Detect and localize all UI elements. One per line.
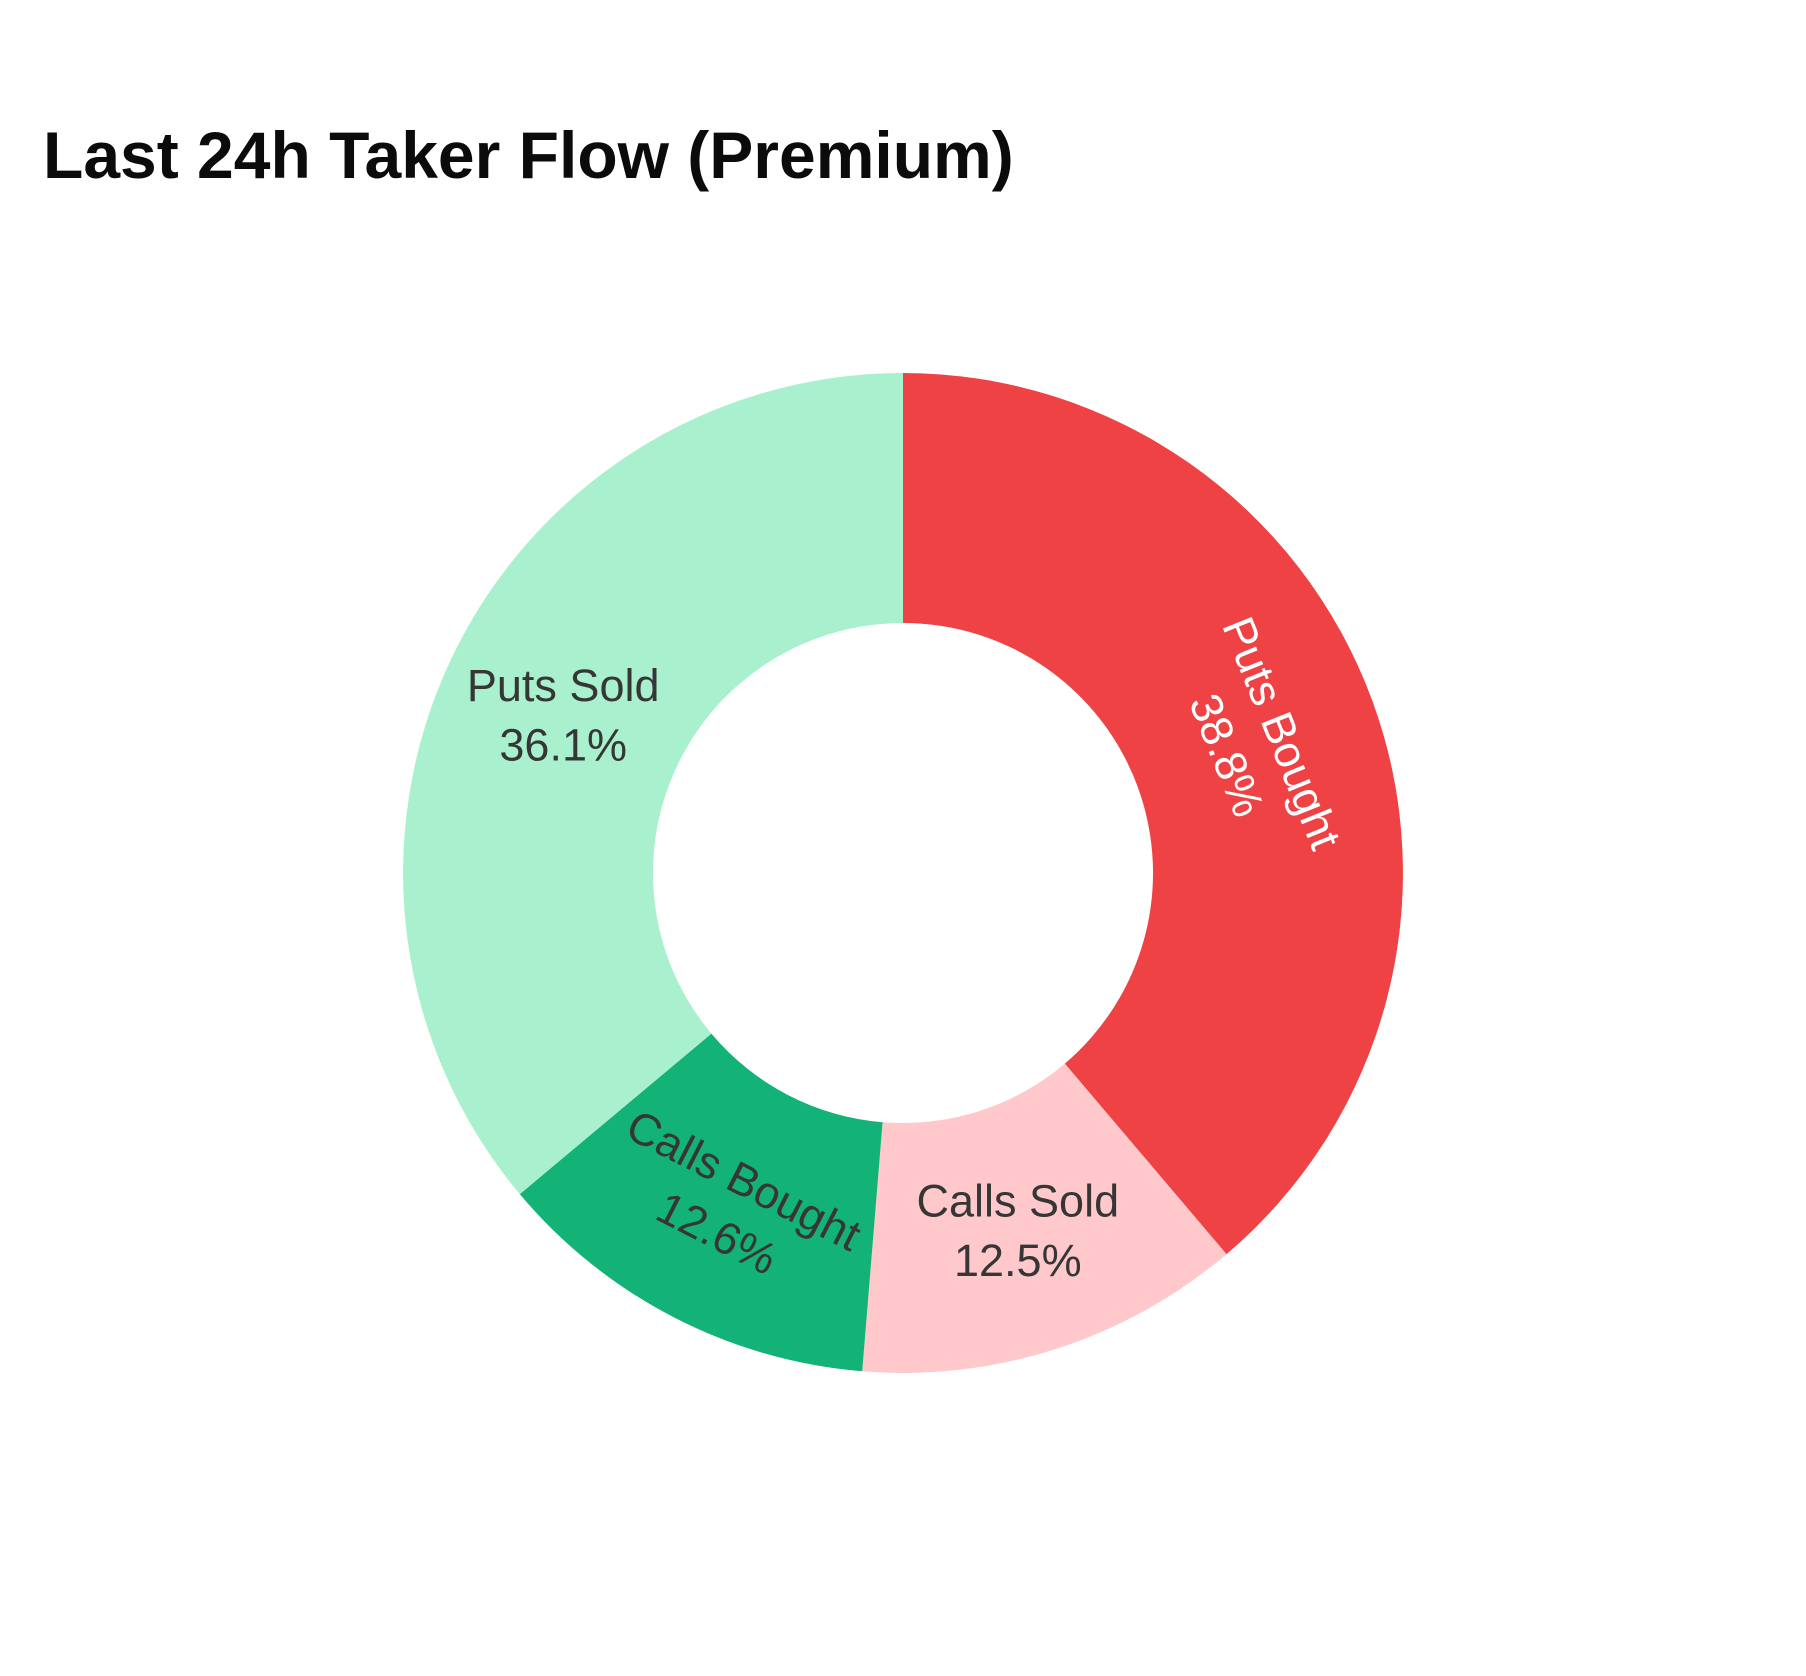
slice-label-puts-sold: Puts Sold 36.1%: [467, 660, 660, 770]
pie-slice-puts-bought[interactable]: [903, 373, 1403, 1255]
chart-title: Last 24h Taker Flow (Premium): [43, 118, 1014, 192]
pie-slice-puts-sold[interactable]: [403, 373, 903, 1195]
slice-label-calls-sold: Calls Sold 12.5%: [917, 1176, 1120, 1286]
pie-slice-calls-bought[interactable]: [519, 1033, 883, 1372]
pie-slice-calls-sold[interactable]: [862, 1063, 1227, 1373]
